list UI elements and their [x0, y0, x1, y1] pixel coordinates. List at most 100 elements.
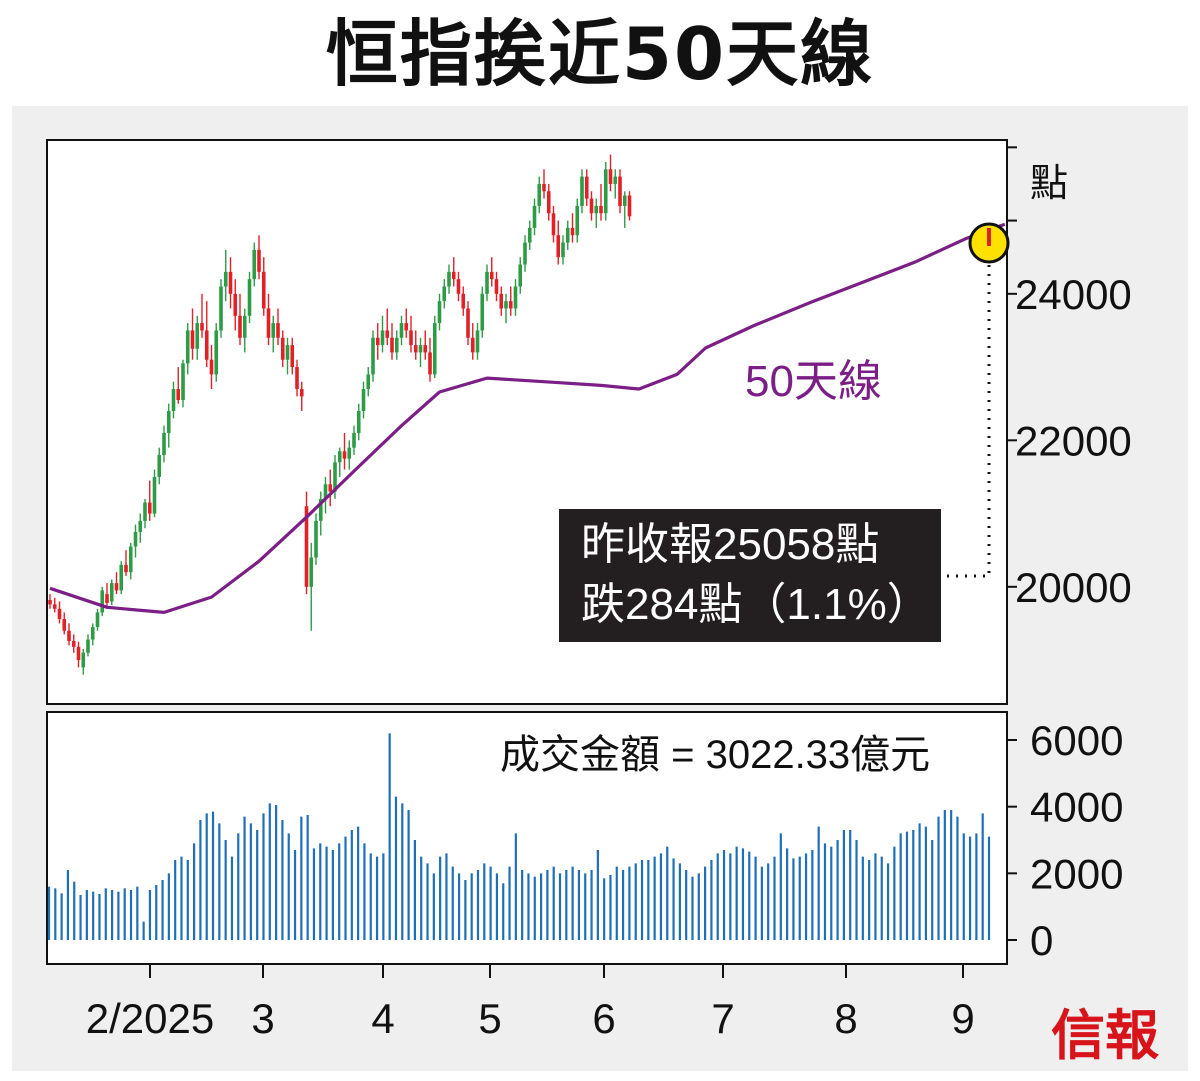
candle-body	[494, 279, 499, 294]
candle-body	[385, 330, 390, 338]
candle-body	[285, 345, 290, 360]
date-tick-label: 8	[834, 995, 857, 1042]
candle-body	[423, 345, 428, 353]
candle-body	[214, 330, 219, 375]
candle-body	[475, 330, 480, 353]
candle-body	[166, 411, 171, 433]
candle-body	[242, 315, 247, 338]
candle-body	[418, 345, 423, 353]
candle-body	[67, 630, 71, 642]
candle-body	[119, 564, 124, 591]
candle-body	[271, 323, 276, 338]
candle-body	[409, 330, 413, 346]
ma-50-line	[49, 222, 1006, 615]
candle-body	[81, 652, 86, 668]
ma-50-label: 50天線	[745, 357, 882, 406]
candle-body	[556, 235, 561, 258]
candle-body	[523, 242, 527, 265]
candle-body	[356, 411, 361, 433]
candle-body	[361, 389, 366, 412]
candle-body	[162, 432, 166, 455]
close-note-line1: 昨收報25058點	[581, 520, 880, 569]
candle-body	[171, 389, 176, 412]
candle-body	[86, 639, 90, 653]
chart-title: 恒指挨近50天線	[325, 12, 875, 96]
candle-body	[599, 205, 603, 214]
candle-body	[480, 293, 485, 331]
candle-body	[575, 205, 580, 236]
candle-body	[295, 367, 299, 390]
candle-body	[608, 169, 613, 184]
candle-body	[413, 345, 418, 353]
candle-body	[181, 363, 185, 401]
price-axis: 20000 22000 24000	[1007, 146, 1132, 611]
candle-body	[399, 323, 404, 338]
candle-body	[333, 462, 337, 492]
candle-body	[589, 198, 594, 214]
candle-body	[138, 520, 143, 532]
candle-body	[561, 242, 565, 258]
candle-body	[404, 323, 409, 331]
candle-body	[238, 315, 242, 338]
price-tick-label: 24000	[1015, 271, 1132, 318]
candle-body	[371, 337, 375, 375]
candle-body	[485, 271, 489, 294]
candle-body	[128, 546, 133, 573]
candle-body	[594, 205, 599, 214]
volume-tick-label: 2000	[1030, 850, 1123, 897]
turnover-label: 成交金額 = 3022.33億元	[500, 733, 930, 777]
candle-body	[266, 308, 271, 338]
candle-body	[366, 374, 371, 390]
candle-body	[580, 176, 584, 206]
candle-body	[499, 293, 504, 309]
candle-body	[52, 604, 57, 609]
date-tick-label: 4	[371, 995, 394, 1042]
candle-body	[390, 337, 394, 353]
candle-body	[603, 169, 608, 214]
ma-50-line-group	[49, 222, 1006, 615]
candle-body	[147, 502, 152, 514]
candle-body	[105, 594, 109, 603]
candle-body	[537, 183, 542, 206]
candle-body	[380, 330, 385, 346]
candle-body	[584, 176, 589, 199]
candle-body	[437, 301, 442, 324]
candle-body	[442, 286, 447, 302]
candle-body	[347, 447, 352, 459]
candle-body	[257, 249, 261, 272]
candle-body	[513, 286, 518, 309]
candle-body	[219, 286, 223, 331]
candle-body	[152, 476, 157, 514]
candle-body	[342, 451, 347, 459]
candle-body	[228, 271, 233, 294]
price-tick-label: 22000	[1015, 417, 1132, 464]
candle-body	[337, 451, 342, 463]
candle-body	[276, 323, 280, 338]
candle-body	[447, 271, 451, 287]
volume-axis: 0 2000 4000 6000	[1007, 717, 1123, 964]
date-tick-label: 5	[478, 995, 501, 1042]
candle-body	[518, 264, 523, 287]
candlesticks	[48, 154, 632, 675]
candle-body	[62, 619, 67, 631]
candle-body	[551, 213, 556, 236]
volume-bars	[47, 733, 991, 940]
volume-tick-label: 6000	[1030, 717, 1123, 764]
date-tick-label: 6	[592, 995, 615, 1042]
candle-body	[114, 583, 119, 591]
candle-body	[76, 646, 81, 661]
candle-body	[542, 183, 546, 192]
candle-body	[133, 531, 138, 547]
candle-body	[190, 330, 195, 349]
candle-body	[532, 205, 537, 228]
candle-body	[261, 271, 266, 309]
date-tick-label: 3	[251, 995, 274, 1042]
date-tick-label: 2/2025	[86, 995, 214, 1042]
candle-body	[328, 484, 333, 492]
candle-body	[456, 279, 461, 294]
candle-body	[318, 498, 323, 521]
candle-body	[233, 293, 238, 316]
candle-body	[247, 279, 252, 316]
candle-body	[470, 337, 475, 353]
candle-body	[223, 271, 228, 287]
